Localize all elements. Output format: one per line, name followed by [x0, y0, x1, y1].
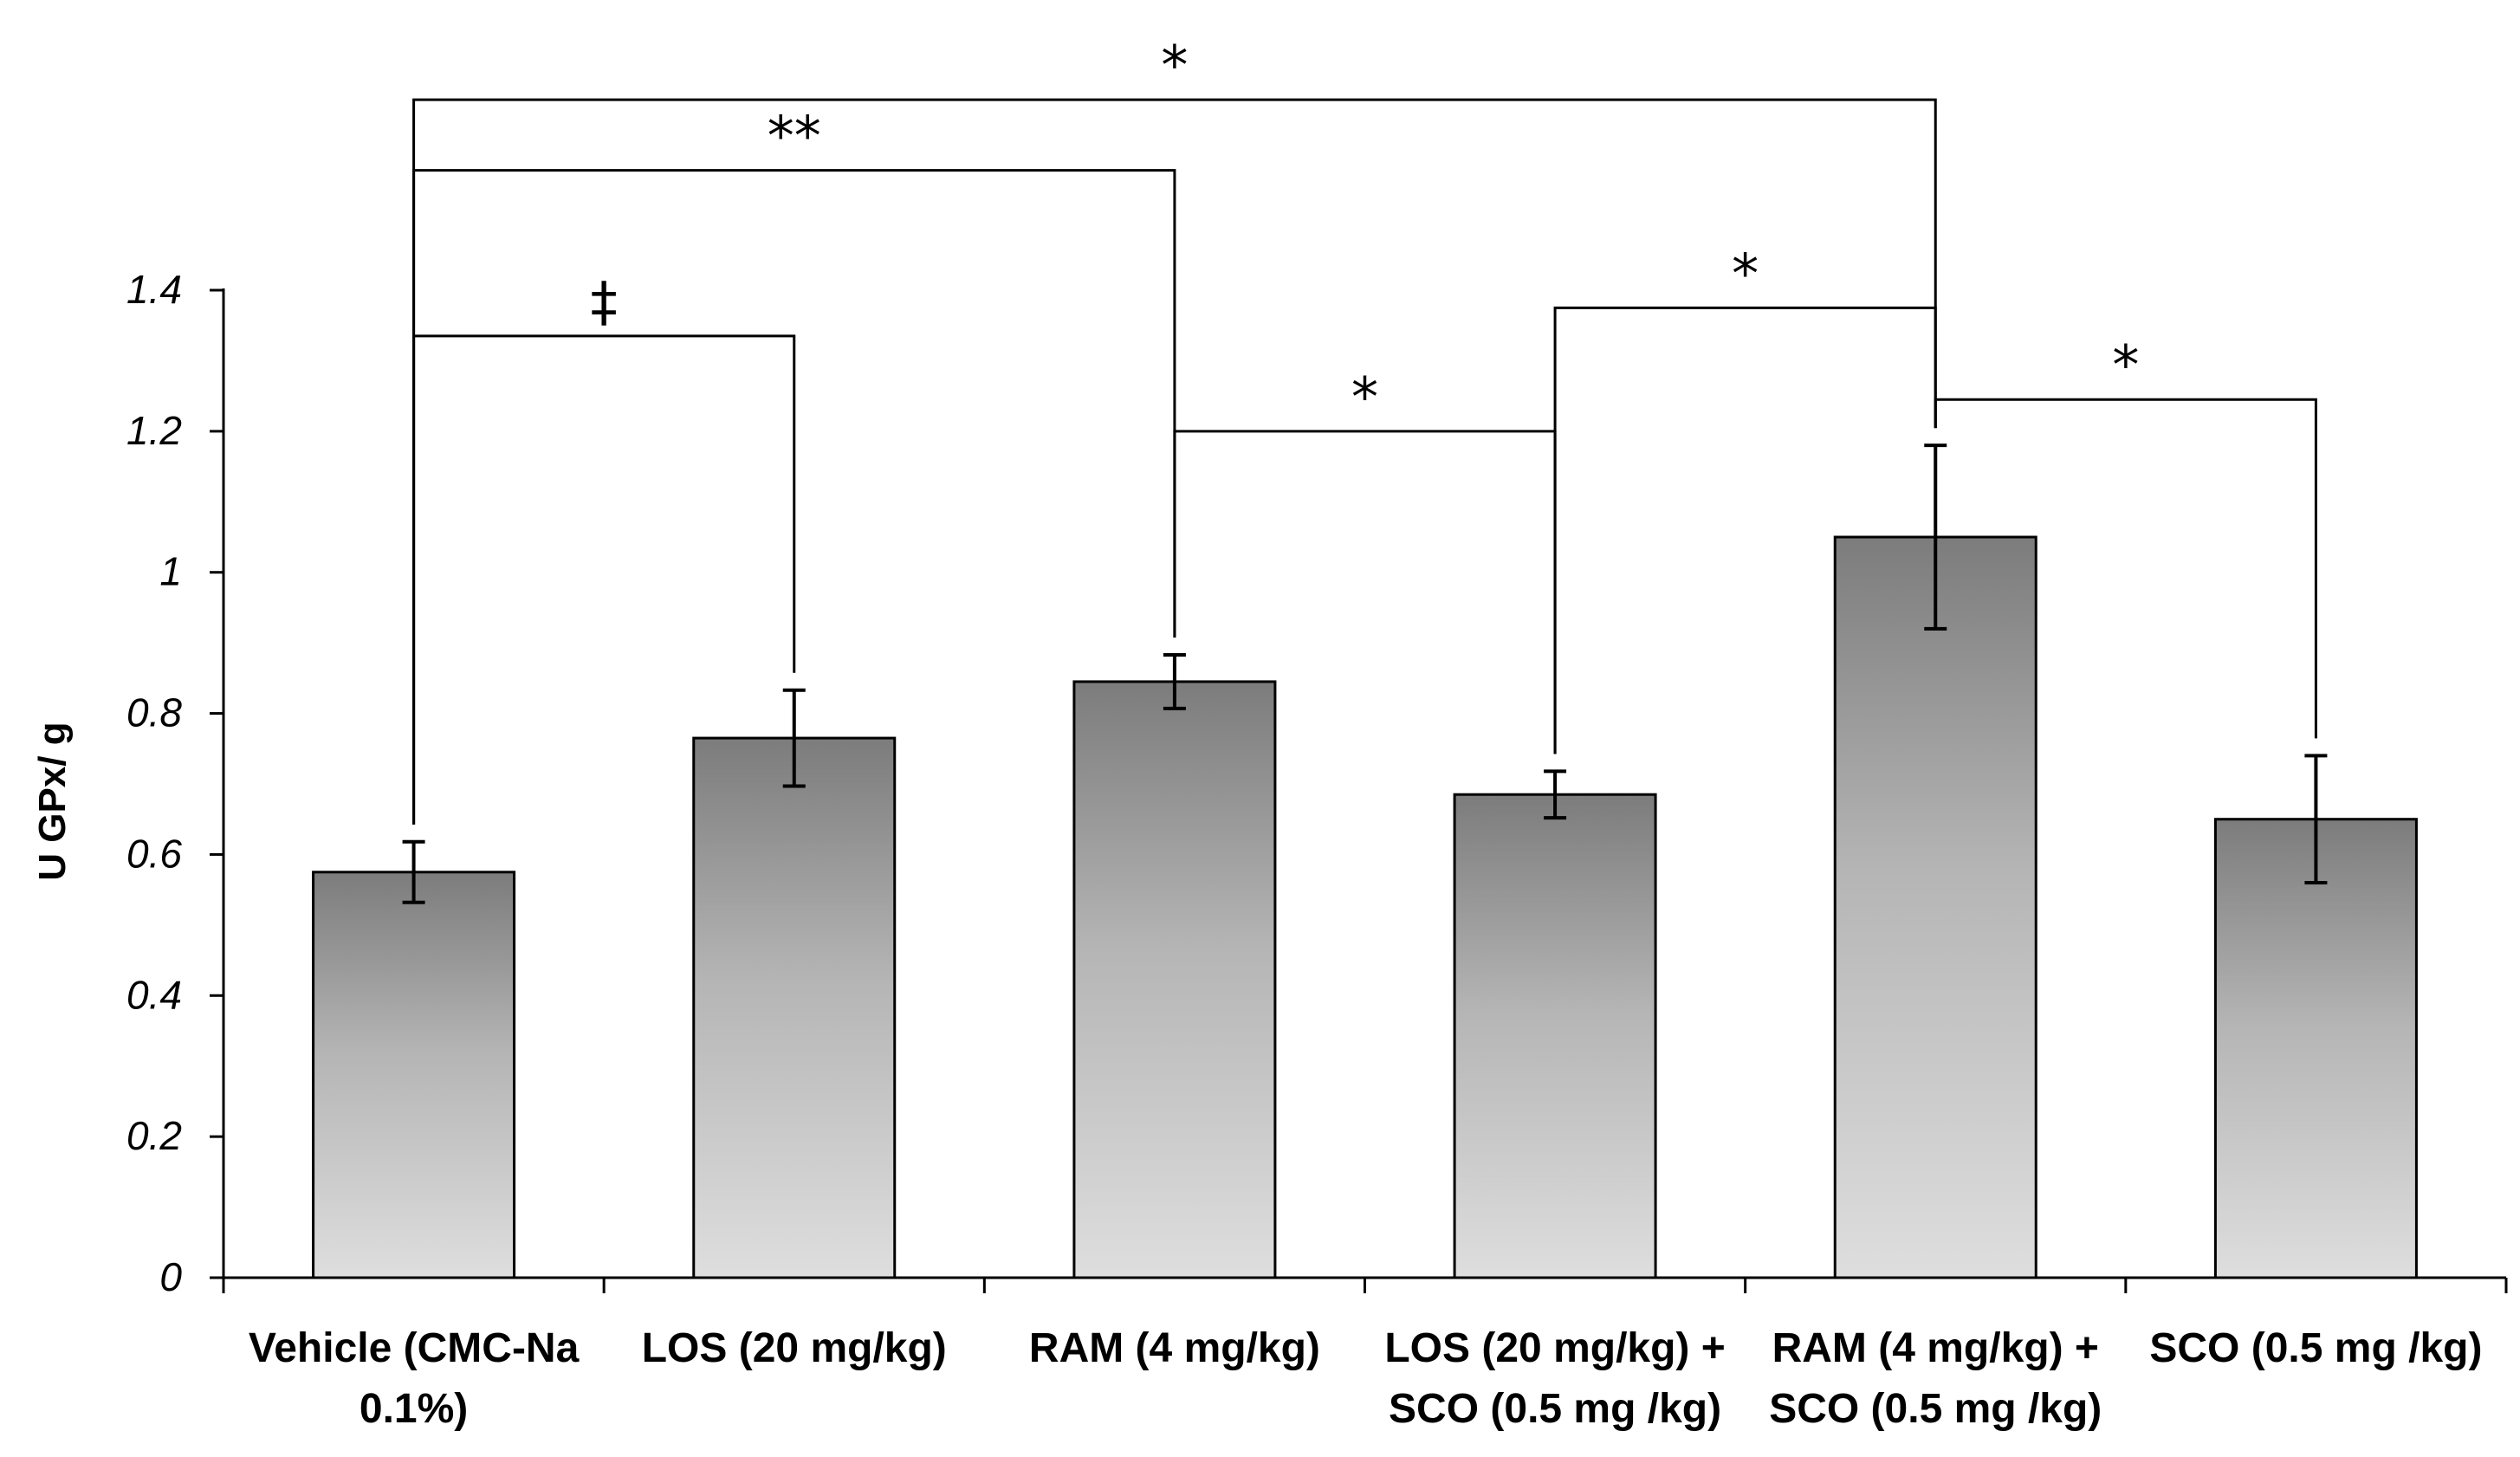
significance-label-1: **: [768, 105, 821, 168]
y-tick-label-7: 1.4: [126, 267, 182, 312]
category-label-line: LOS (20 mg/kg) +: [1384, 1325, 1725, 1371]
category-label-4: RAM (4 mg/kg) + SCO (0.5 mg /kg): [1769, 1325, 2102, 1432]
bar-0: [312, 871, 516, 1279]
significance-bracket-2: [412, 334, 796, 825]
bar-4: [1833, 535, 2037, 1279]
category-label-line: 0.1%): [360, 1386, 468, 1432]
category-label-line: SCO (0.5 mg /kg): [1389, 1386, 1721, 1432]
significance-label-4: *: [1732, 242, 1759, 305]
significance-label-2: ‡: [591, 270, 618, 333]
y-tick-label-2: 0.4: [126, 972, 182, 1017]
category-label-0: Vehicle (CMC-Na 0.1%): [249, 1325, 580, 1432]
bar-5: [2213, 818, 2418, 1279]
y-tick-label-4: 0.8: [126, 690, 182, 735]
category-label-1: LOS (20 mg/kg): [642, 1325, 947, 1371]
bar-1: [692, 736, 897, 1279]
significance-label-0: *: [1161, 34, 1188, 97]
category-label-5: SCO (0.5 mg /kg): [2149, 1325, 2482, 1371]
category-label-2: RAM (4 mg/kg): [1029, 1325, 1320, 1371]
bar-2: [1072, 680, 1277, 1279]
y-tick-label-5: 1: [159, 549, 182, 594]
significance-bracket-5: [1934, 398, 2317, 739]
category-label-line: SCO (0.5 mg /kg): [1769, 1386, 2102, 1432]
category-label-line: RAM (4 mg/kg): [1029, 1325, 1320, 1371]
category-label-line: LOS (20 mg/kg): [642, 1325, 947, 1371]
y-tick-label-0: 0: [159, 1254, 182, 1299]
category-label-3: LOS (20 mg/kg) + SCO (0.5 mg /kg): [1384, 1325, 1725, 1432]
significance-label-5: *: [2112, 333, 2139, 397]
bar-3: [1453, 793, 1657, 1279]
y-tick-label-6: 1.2: [126, 408, 182, 453]
significance-label-3: *: [1351, 366, 1378, 429]
category-label-line: Vehicle (CMC-Na: [249, 1325, 580, 1371]
y-tick-label-3: 0.6: [126, 831, 182, 876]
category-label-line: SCO (0.5 mg /kg): [2149, 1325, 2482, 1371]
significance-bracket-4: [1553, 306, 1937, 754]
y-tick-label-1: 0.2: [126, 1113, 182, 1158]
y-axis-label: U GPx/ g: [31, 722, 74, 880]
category-label-line: RAM (4 mg/kg) +: [1772, 1325, 2099, 1371]
